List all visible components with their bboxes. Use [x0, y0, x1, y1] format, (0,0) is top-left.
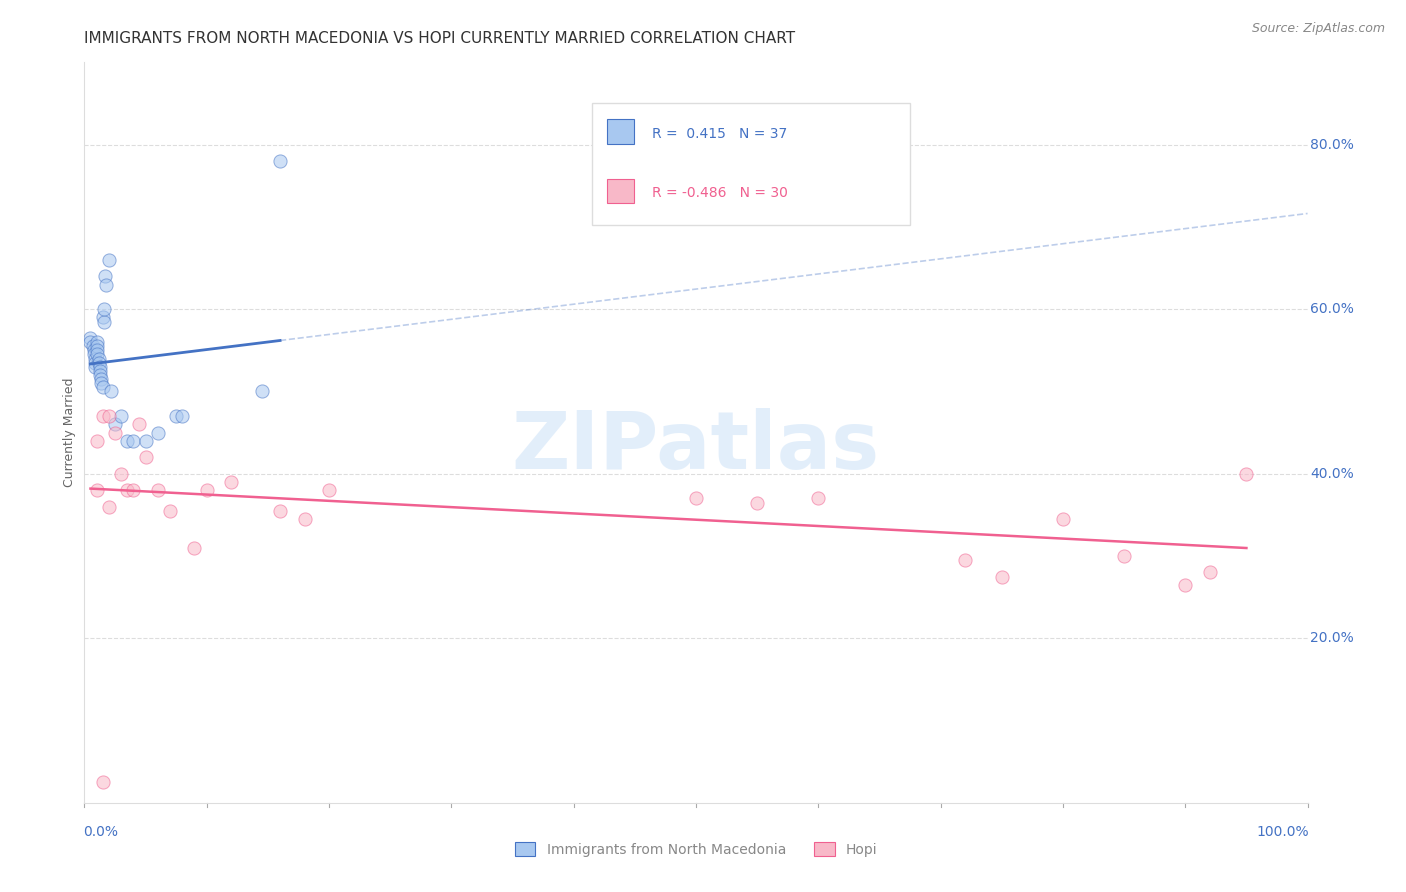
FancyBboxPatch shape [592, 103, 910, 226]
Point [128, 417, 150, 432]
Point [86, 335, 108, 350]
Point [991, 569, 1014, 583]
Point [83, 347, 105, 361]
Point [90, 376, 112, 391]
Point [79, 331, 101, 345]
Point [953, 553, 976, 567]
Point [122, 434, 145, 448]
Point [110, 409, 132, 424]
Text: 20.0%: 20.0% [1310, 632, 1354, 645]
Point [1198, 566, 1220, 580]
Point [84, 351, 107, 366]
Point [110, 467, 132, 481]
Point [747, 495, 769, 509]
Text: R =  0.415   N = 37: R = 0.415 N = 37 [652, 128, 787, 141]
Point [165, 409, 187, 424]
Point [89, 368, 111, 382]
Point [135, 434, 157, 448]
Point [91, 775, 114, 789]
Text: IMMIGRANTS FROM NORTH MACEDONIA VS HOPI CURRENTLY MARRIED CORRELATION CHART: IMMIGRANTS FROM NORTH MACEDONIA VS HOPI … [84, 31, 796, 46]
Text: 40.0%: 40.0% [1310, 467, 1354, 481]
Point [97, 252, 120, 267]
Point [1052, 512, 1074, 526]
Point [91, 310, 114, 325]
Point [93, 302, 115, 317]
Point [685, 491, 707, 506]
Point [250, 384, 273, 399]
Point [135, 450, 157, 465]
Point [122, 483, 145, 498]
Point [84, 356, 107, 370]
Y-axis label: Currently Married: Currently Married [63, 378, 76, 487]
Point [807, 491, 830, 506]
Point [84, 359, 107, 374]
Point [159, 504, 181, 518]
Point [86, 343, 108, 358]
Point [87, 351, 110, 366]
Point [269, 504, 291, 518]
Point [97, 500, 120, 514]
Point [89, 359, 111, 374]
Point [100, 384, 122, 399]
Point [90, 372, 112, 386]
Text: R = -0.486   N = 30: R = -0.486 N = 30 [652, 186, 787, 201]
Point [79, 335, 101, 350]
Point [1236, 467, 1258, 481]
FancyBboxPatch shape [606, 120, 634, 144]
Text: 60.0%: 60.0% [1310, 302, 1354, 317]
Point [94, 269, 117, 284]
Point [93, 315, 115, 329]
Text: 0.0%: 0.0% [83, 825, 118, 839]
Point [87, 356, 110, 370]
Point [89, 364, 111, 378]
Text: Source: ZipAtlas.com: Source: ZipAtlas.com [1251, 22, 1385, 36]
Text: ZIPatlas: ZIPatlas [512, 409, 880, 486]
Point [183, 541, 205, 555]
Point [104, 425, 127, 440]
Point [104, 417, 127, 432]
Point [195, 483, 218, 498]
Point [219, 475, 242, 489]
Point [96, 277, 118, 292]
Point [86, 347, 108, 361]
Point [146, 425, 169, 440]
FancyBboxPatch shape [606, 178, 634, 203]
Point [86, 339, 108, 353]
Point [86, 434, 108, 448]
Point [1174, 578, 1197, 592]
Point [86, 483, 108, 498]
Point [115, 434, 138, 448]
Point [115, 483, 138, 498]
Point [294, 512, 316, 526]
Point [1114, 549, 1136, 563]
Point [97, 409, 120, 424]
Point [91, 380, 114, 394]
Text: 80.0%: 80.0% [1310, 137, 1354, 152]
Point [91, 409, 114, 424]
Point [318, 483, 340, 498]
Legend: Immigrants from North Macedonia, Hopi: Immigrants from North Macedonia, Hopi [509, 837, 883, 863]
Point [146, 483, 169, 498]
Point [83, 343, 105, 358]
Point [82, 339, 104, 353]
Point [172, 409, 194, 424]
Text: 100.0%: 100.0% [1256, 825, 1309, 839]
Point [269, 154, 291, 169]
